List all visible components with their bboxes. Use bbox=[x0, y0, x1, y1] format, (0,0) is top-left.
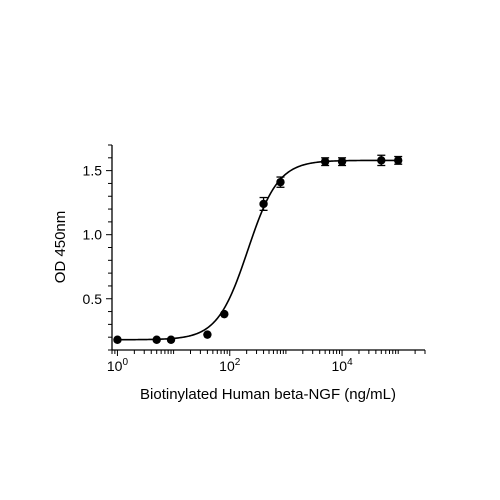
point-marker bbox=[203, 330, 212, 339]
x-tick-label-exponent: 4 bbox=[347, 357, 353, 368]
x-tick-label-exponent: 2 bbox=[235, 357, 241, 368]
point-marker bbox=[276, 177, 285, 187]
data-point bbox=[320, 157, 330, 167]
data-point bbox=[394, 155, 403, 165]
x-tick-label: 104 bbox=[331, 357, 353, 374]
data-point bbox=[203, 330, 212, 339]
data-point bbox=[377, 154, 386, 167]
data-point bbox=[276, 176, 285, 188]
data-point bbox=[166, 335, 176, 344]
point-marker bbox=[320, 157, 330, 166]
y-tick-label: 1.5 bbox=[83, 163, 103, 179]
x-tick-label: 102 bbox=[219, 357, 241, 374]
data-point bbox=[152, 335, 161, 344]
y-axis-ticks: 0.5 1.0 1.5 bbox=[83, 144, 112, 351]
data-points bbox=[113, 154, 403, 344]
point-marker bbox=[377, 156, 386, 165]
x-axis-title: Biotinylated Human beta-NGF (ng/mL) bbox=[140, 386, 396, 403]
data-point bbox=[259, 196, 268, 211]
data-point bbox=[113, 335, 122, 344]
x-tick-label-base: 10 bbox=[219, 358, 235, 374]
y-tick-label: 0.5 bbox=[83, 291, 103, 307]
x-tick-label-base: 10 bbox=[107, 358, 123, 374]
point-marker bbox=[166, 335, 176, 344]
axes bbox=[111, 145, 425, 351]
point-marker bbox=[220, 309, 229, 319]
point-marker bbox=[337, 157, 347, 166]
point-marker bbox=[259, 199, 268, 209]
data-point bbox=[220, 309, 229, 319]
x-tick-label-exponent: 0 bbox=[122, 357, 128, 368]
fit-curve bbox=[117, 159, 399, 341]
x-tick-label: 100 bbox=[107, 357, 129, 374]
point-marker bbox=[394, 156, 403, 165]
data-point bbox=[337, 157, 347, 167]
x-axis-ticks: 100 102 104 bbox=[107, 350, 426, 374]
point-marker bbox=[113, 335, 122, 344]
x-tick-label-base: 10 bbox=[331, 358, 347, 374]
y-tick-label: 1.0 bbox=[83, 227, 103, 243]
y-axis-title: OD 450nm bbox=[52, 211, 69, 284]
point-marker bbox=[152, 335, 161, 344]
